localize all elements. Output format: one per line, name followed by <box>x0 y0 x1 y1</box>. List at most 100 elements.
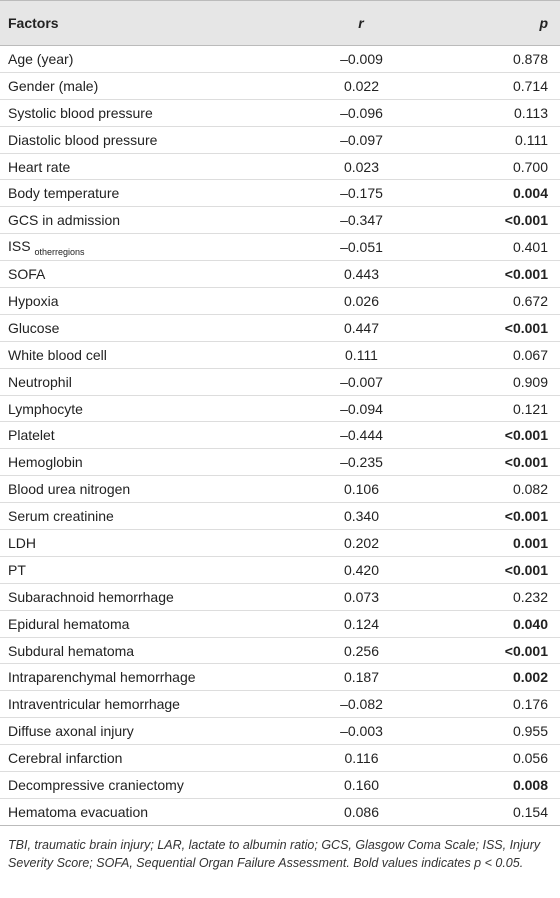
p-cell: 0.878 <box>437 45 560 73</box>
factor-name: Subarachnoid hemorrhage <box>8 588 174 605</box>
factor-cell: Diastolic blood pressure <box>0 126 196 154</box>
factor-name: Body temperature <box>8 185 120 202</box>
table-row: Systolic blood pressure –0.096 0.113 <box>0 99 560 127</box>
header-cell: p <box>437 0 560 46</box>
p-cell: <0.001 <box>437 502 560 531</box>
factor-name: Diastolic blood pressure <box>8 131 158 148</box>
table-row: Epidural hematoma 0.124 0.040 <box>0 610 560 638</box>
factor-name: Hematoma evacuation <box>8 803 149 820</box>
table-row: Cerebral infarction 0.116 0.056 <box>0 744 560 773</box>
table-row: Gender (male) 0.022 0.714 <box>0 72 560 100</box>
factor-cell: Platelet <box>0 421 196 450</box>
p-cell: 0.955 <box>437 717 560 746</box>
p-cell: <0.001 <box>437 556 560 584</box>
r-cell: 0.086 <box>196 798 437 826</box>
factor-cell: PT <box>0 556 196 584</box>
p-cell: <0.001 <box>437 448 560 477</box>
r-cell: –0.007 <box>196 368 437 396</box>
table-row: Hemoglobin –0.235 <0.001 <box>0 448 560 477</box>
table-row: Subdural hematoma 0.256 <0.001 <box>0 637 560 665</box>
r-cell: 0.022 <box>196 72 437 100</box>
p-cell: 0.001 <box>437 529 560 557</box>
p-cell: <0.001 <box>437 206 560 235</box>
r-cell: 0.256 <box>196 637 437 665</box>
factor-cell: SOFA <box>0 260 196 289</box>
table-row: LDH 0.202 0.001 <box>0 529 560 557</box>
factor-cell: ISS otherregions <box>0 233 196 262</box>
header-row: Factors r p <box>0 0 560 46</box>
factor-name: SOFA <box>8 266 46 283</box>
r-cell: –0.235 <box>196 448 437 477</box>
p-cell: <0.001 <box>437 260 560 289</box>
factor-cell: Epidural hematoma <box>0 610 196 638</box>
r-cell: 0.443 <box>196 260 437 289</box>
r-cell: –0.444 <box>196 421 437 450</box>
factor-cell: Body temperature <box>0 179 196 208</box>
p-cell: 0.401 <box>437 233 560 262</box>
footnote: TBI, traumatic brain injury; LAR, lactat… <box>8 837 541 870</box>
r-cell: –0.009 <box>196 45 437 73</box>
factor-name: Intraparenchymal hemorrhage <box>8 669 196 686</box>
p-cell: 0.154 <box>437 798 560 826</box>
factor-name: Gender (male) <box>8 77 99 94</box>
r-cell: 0.124 <box>196 610 437 638</box>
p-cell: 0.067 <box>437 341 560 369</box>
factor-cell: Lymphocyte <box>0 395 196 423</box>
r-cell: –0.051 <box>196 233 437 262</box>
r-cell: –0.347 <box>196 206 437 235</box>
r-cell: 0.111 <box>196 341 437 369</box>
factor-cell: Heart rate <box>0 153 196 181</box>
table-row: Lymphocyte –0.094 0.121 <box>0 395 560 423</box>
r-cell: 0.187 <box>196 663 437 692</box>
r-cell: 0.340 <box>196 502 437 531</box>
factor-subscript: otherregions <box>34 246 85 257</box>
factor-cell: Decompressive craniectomy <box>0 771 196 799</box>
factor-name: Subdural hematoma <box>8 642 135 659</box>
p-cell: 0.672 <box>437 287 560 315</box>
data-table: Factors r p Age (year) –0.009 0.878 Gender … <box>0 0 560 826</box>
table-row: Platelet –0.444 <0.001 <box>0 421 560 450</box>
factor-name: ISS <box>8 237 31 254</box>
p-cell: 0.232 <box>437 583 560 611</box>
factor-name: GCS in admission <box>8 212 121 229</box>
factor-name: Decompressive craniectomy <box>8 776 184 793</box>
table-row: SOFA 0.443 <0.001 <box>0 260 560 289</box>
factor-cell: Hematoma evacuation <box>0 798 196 826</box>
p-cell: 0.008 <box>437 771 560 799</box>
table-row: GCS in admission –0.347 <0.001 <box>0 206 560 235</box>
factor-cell: Subdural hematoma <box>0 637 196 665</box>
table-row: Hematoma evacuation 0.086 0.154 <box>0 798 560 826</box>
table-row: Subarachnoid hemorrhage 0.073 0.232 <box>0 583 560 611</box>
header-cell: r <box>196 0 437 46</box>
table-row: Glucose 0.447 <0.001 <box>0 314 560 342</box>
table-row: Heart rate 0.023 0.700 <box>0 153 560 181</box>
p-cell: <0.001 <box>437 421 560 450</box>
r-cell: 0.023 <box>196 153 437 181</box>
p-cell: 0.176 <box>437 690 560 719</box>
p-cell: 0.714 <box>437 72 560 100</box>
table-row: White blood cell 0.111 0.067 <box>0 341 560 369</box>
factor-name: Systolic blood pressure <box>8 104 153 121</box>
factor-cell: Cerebral infarction <box>0 744 196 773</box>
p-cell: <0.001 <box>437 314 560 342</box>
table-row: Diffuse axonal injury –0.003 0.955 <box>0 717 560 746</box>
factor-cell: Blood urea nitrogen <box>0 475 196 504</box>
factor-name: Heart rate <box>8 158 71 175</box>
r-cell: –0.003 <box>196 717 437 746</box>
p-cell: 0.121 <box>437 395 560 423</box>
p-cell: 0.700 <box>437 153 560 181</box>
factor-cell: Subarachnoid hemorrhage <box>0 583 196 611</box>
r-cell: 0.106 <box>196 475 437 504</box>
factor-cell: Intraparenchymal hemorrhage <box>0 663 196 692</box>
r-cell: 0.026 <box>196 287 437 315</box>
table-row: Intraventricular hemorrhage –0.082 0.176 <box>0 690 560 719</box>
factor-cell: Hypoxia <box>0 287 196 315</box>
factor-cell: Neutrophil <box>0 368 196 396</box>
factor-name: Lymphocyte <box>8 400 83 417</box>
table-body: Age (year) –0.009 0.878 Gender (male) 0.022 0… <box>0 45 560 826</box>
r-cell: 0.073 <box>196 583 437 611</box>
factor-name: Age (year) <box>8 50 74 67</box>
r-cell: 0.160 <box>196 771 437 799</box>
factor-cell: Diffuse axonal injury <box>0 717 196 746</box>
factor-name: LDH <box>8 534 37 551</box>
